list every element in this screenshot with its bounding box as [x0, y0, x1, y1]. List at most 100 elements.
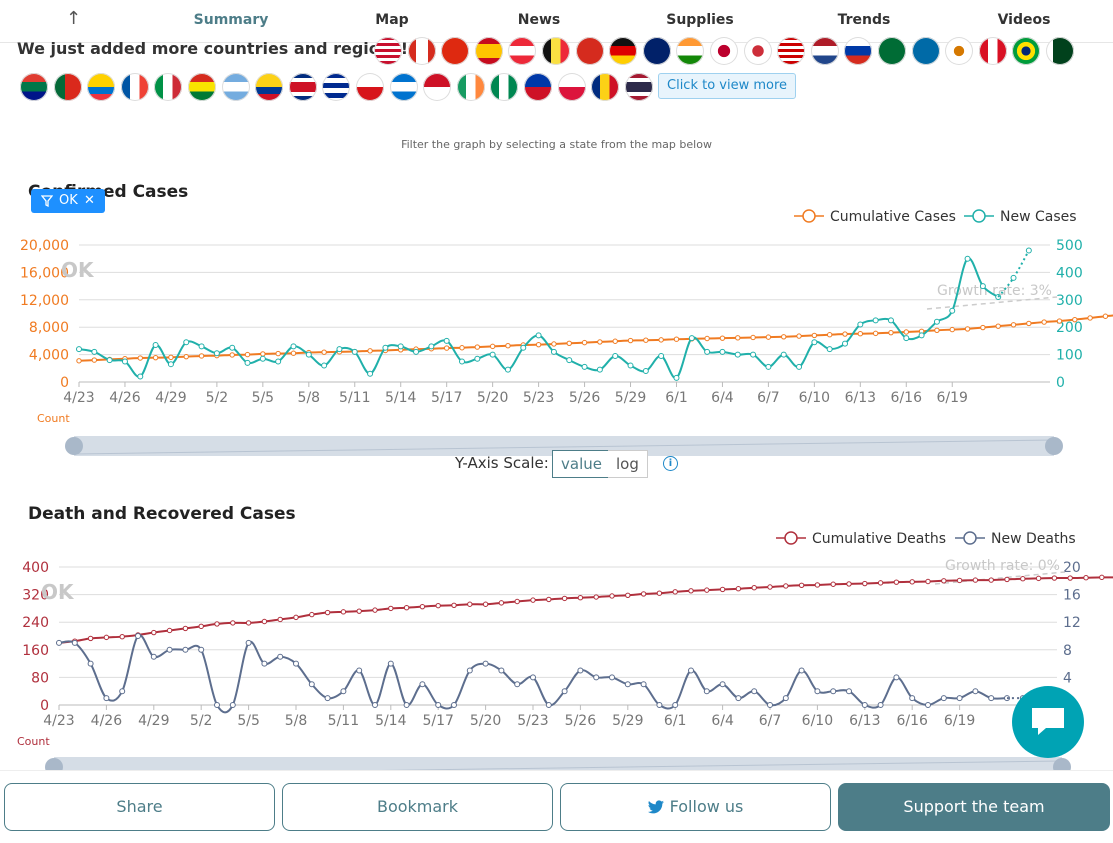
flag-united-kingdom-icon[interactable]: [642, 37, 671, 65]
flag-austria-icon[interactable]: [508, 37, 537, 65]
flag-china-icon[interactable]: [441, 37, 470, 65]
scroll-up-icon[interactable]: ↑: [66, 8, 82, 29]
filter-badge-label: OK: [59, 193, 78, 208]
flag-south-africa-icon[interactable]: [20, 73, 48, 101]
death-recovered-chart[interactable]: 0 80 160 240 320 400 4 8 12 16 20 4/23 4/26 4/29 5/2 5/…: [0, 522, 1113, 772]
cumulative-point: [830, 581, 836, 587]
flag-honduras-icon[interactable]: [389, 73, 418, 101]
new-forecast-line: [997, 249, 1030, 298]
flag-thailand-icon[interactable]: [624, 73, 653, 101]
flag-bolivia-icon[interactable]: [188, 73, 216, 101]
flag-netherlands-icon[interactable]: [810, 37, 839, 65]
flag-czech-republic-icon[interactable]: [356, 73, 384, 101]
state-filter-badge[interactable]: OK ✕: [31, 189, 105, 213]
y-axis-scale-label: Y-Axis Scale:: [455, 454, 549, 472]
flag-belgium-icon[interactable]: [542, 37, 570, 65]
support-team-button[interactable]: Support the team: [838, 783, 1110, 831]
new-point: [734, 351, 741, 358]
flag-indonesia-icon[interactable]: [423, 73, 452, 101]
cumulative-point: [561, 595, 568, 602]
cumulative-point: [566, 340, 572, 346]
cumulative-point: [489, 343, 496, 350]
flag-argentina-icon[interactable]: [221, 73, 250, 101]
y-right-tick-label: 20: [1063, 560, 1081, 576]
flag-switzerland-icon[interactable]: [575, 37, 604, 65]
tab-summary[interactable]: Summary: [193, 12, 269, 28]
x-tick-label: 5/2: [206, 390, 229, 406]
flag-poland-icon[interactable]: [557, 73, 586, 101]
flag-peru-icon[interactable]: [978, 37, 1007, 65]
new-point: [498, 667, 505, 674]
cumulative-point: [388, 605, 394, 612]
new-point: [593, 674, 600, 681]
bookmark-button[interactable]: Bookmark: [282, 783, 553, 831]
flag-italy-icon[interactable]: [154, 73, 183, 101]
flag-russia-icon[interactable]: [844, 37, 873, 65]
close-icon[interactable]: ✕: [84, 193, 95, 208]
cumulative-point: [166, 627, 173, 634]
cumulative-point: [972, 577, 979, 583]
flag-romania-icon[interactable]: [591, 73, 620, 101]
cumulative-point: [324, 609, 331, 616]
chart-watermark: OK: [41, 580, 75, 604]
flag-colombia-icon[interactable]: [255, 73, 284, 101]
flag-cuba-icon[interactable]: [322, 73, 351, 101]
flag-india-icon[interactable]: [676, 37, 705, 65]
x-tick-label: 6/19: [937, 390, 968, 406]
flag-brazil-icon[interactable]: [1012, 37, 1041, 65]
flag-saudi-arabia-icon[interactable]: [878, 37, 906, 65]
flag-costa-rica-icon[interactable]: [288, 73, 317, 101]
view-more-countries-button[interactable]: Click to view more: [658, 73, 797, 99]
flag-germany-icon[interactable]: [609, 37, 638, 65]
cumulative-point: [340, 609, 347, 615]
flag-sweden-icon[interactable]: [911, 37, 940, 65]
cumulative-point: [640, 591, 647, 597]
confirmed-cases-chart[interactable]: 0 4,000 8,000 12,000 16,000 20,000 0 100 200 300 4…: [0, 200, 1113, 460]
x-tick-label: 4/26: [91, 713, 123, 729]
cumulative-point: [119, 633, 125, 640]
flag-pakistan-icon[interactable]: [1046, 37, 1074, 65]
x-tick-label: 5/26: [565, 713, 597, 729]
x-tick-label: 6/13: [849, 713, 880, 729]
share-button[interactable]: Share: [4, 783, 275, 831]
tab-videos[interactable]: Videos: [997, 12, 1051, 28]
tab-map[interactable]: Map: [375, 12, 409, 28]
scale-log-button[interactable]: log: [608, 450, 648, 478]
flag-united-states-icon[interactable]: [374, 37, 402, 65]
x-tick-label: 5/17: [431, 390, 462, 406]
new-point: [119, 688, 126, 695]
flag-ireland-icon[interactable]: [456, 73, 485, 101]
flag-canada-icon[interactable]: [407, 37, 436, 65]
cumulative-point: [76, 358, 82, 364]
follow-us-button[interactable]: Follow us: [560, 783, 831, 831]
x-tick-label: 6/1: [664, 713, 687, 729]
flag-portugal-icon[interactable]: [53, 73, 82, 101]
new-point: [261, 660, 268, 667]
info-icon[interactable]: i: [663, 456, 678, 471]
chat-button[interactable]: [1012, 686, 1084, 758]
flag-malaysia-icon[interactable]: [777, 37, 806, 65]
new-point: [857, 321, 864, 328]
new-point: [581, 363, 588, 370]
flag-ecuador-icon[interactable]: [87, 73, 116, 101]
y-right-tick-label: 300: [1056, 293, 1083, 309]
new-point: [887, 317, 894, 324]
flag-japan-icon[interactable]: [710, 37, 738, 65]
cumulative-point: [451, 602, 457, 608]
scale-value-button[interactable]: value: [552, 450, 611, 478]
new-point: [367, 370, 374, 377]
cumulative-point: [321, 349, 327, 355]
tab-news[interactable]: News: [517, 12, 561, 28]
flag-cyprus-icon[interactable]: [945, 37, 974, 65]
y-left-tick-label: 4,000: [29, 348, 69, 364]
new-point: [489, 351, 496, 358]
flag-south-korea-icon[interactable]: [743, 37, 772, 65]
new-point: [846, 688, 852, 695]
flag-philippines-icon[interactable]: [524, 73, 552, 101]
flag-nigeria-icon[interactable]: [490, 73, 519, 101]
tab-supplies[interactable]: Supplies: [666, 12, 734, 28]
flag-france-icon[interactable]: [120, 73, 149, 101]
flag-spain-icon[interactable]: [474, 37, 503, 65]
tab-trends[interactable]: Trends: [837, 12, 891, 28]
cumulative-point: [842, 331, 848, 337]
